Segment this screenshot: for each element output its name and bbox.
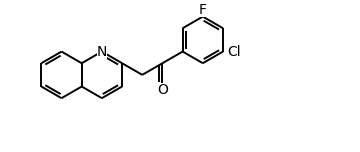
Text: O: O — [157, 83, 168, 97]
Text: N: N — [97, 45, 107, 59]
Text: F: F — [199, 3, 207, 17]
Text: Cl: Cl — [227, 45, 240, 59]
